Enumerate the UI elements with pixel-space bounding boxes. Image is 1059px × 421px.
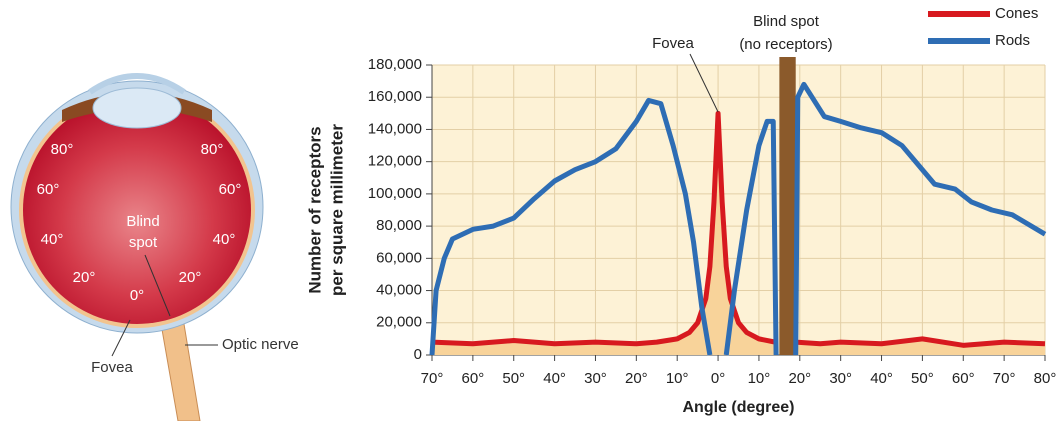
x-tick-label: 30° [584,370,607,387]
y-axis-title: Number of receptors [305,126,324,293]
y-tick-label: 160,000 [368,88,422,105]
x-tick-label: 50° [502,370,525,387]
y-tick-label: 180,000 [368,56,422,73]
plot-background [432,65,1045,355]
eye-label: Optic nerve [222,336,299,353]
legend-label: Rods [995,32,1030,49]
eye-label: 20° [179,269,202,286]
y-tick-label: 140,000 [368,120,422,137]
eye-label: 40° [41,231,64,248]
x-tick-label: 80° [1034,370,1057,387]
x-tick-label: 50° [911,370,934,387]
y-tick-label: 80,000 [376,217,422,234]
annotation-pointer [689,53,719,113]
eye-label: spot [129,234,158,251]
pointer [111,319,131,357]
eye-label: 20° [73,269,96,286]
x-tick-label: 30° [829,370,852,387]
x-tick-label: 70° [993,370,1016,387]
cornea [88,73,186,95]
blind-spot-band [779,57,796,355]
eye-diagram: 80° 80° 60° 60° 40° 40° 20° 20° 0° Blind… [10,73,299,421]
eye-label: Fovea [91,359,133,376]
x-tick-label: 20° [788,370,811,387]
chart: 0 20,000 40,000 60,000 80,000 100,000 120,000 1… [368,56,1057,387]
y-axis-title: per square millimeter [327,124,346,296]
eye-label: Blind [126,213,159,230]
optic-nerve [159,317,201,421]
y-tick-label: 120,000 [368,153,422,170]
eye-label: 0° [130,287,144,304]
eye-label: 40° [213,231,236,248]
y-tick-label: 60,000 [376,249,422,266]
line [429,81,1047,356]
eye-interior [23,96,251,324]
eye-label: 80° [201,141,224,158]
x-tick-label: 40° [870,370,893,387]
x-tick-label: 40° [543,370,566,387]
x-tick-label: 60° [462,370,485,387]
pointer [144,254,171,317]
x-axis-title: Angle (degree) [682,399,794,416]
x-tick-label: 70° [421,370,444,387]
eye-label: 80° [51,141,74,158]
legend-label: Cones [995,5,1038,22]
x-tick-label: 10° [748,370,771,387]
y-tick-label: 20,000 [376,314,422,331]
lens [92,87,182,129]
y-tick-label: 100,000 [368,185,422,202]
annotation: Blind spot [753,13,820,30]
annotation: (no receptors) [739,36,832,53]
x-tick-label: 60° [952,370,975,387]
eye-label: 60° [37,181,60,198]
x-tick-label: 0° [711,370,725,387]
y-tick-label: 0 [414,346,422,363]
x-tick-label: 10° [666,370,689,387]
annotation: Fovea [652,35,694,52]
y-tick-label: 40,000 [376,282,422,299]
x-tick-label: 20° [625,370,648,387]
eye-label: 60° [219,181,242,198]
line [431,110,1046,348]
